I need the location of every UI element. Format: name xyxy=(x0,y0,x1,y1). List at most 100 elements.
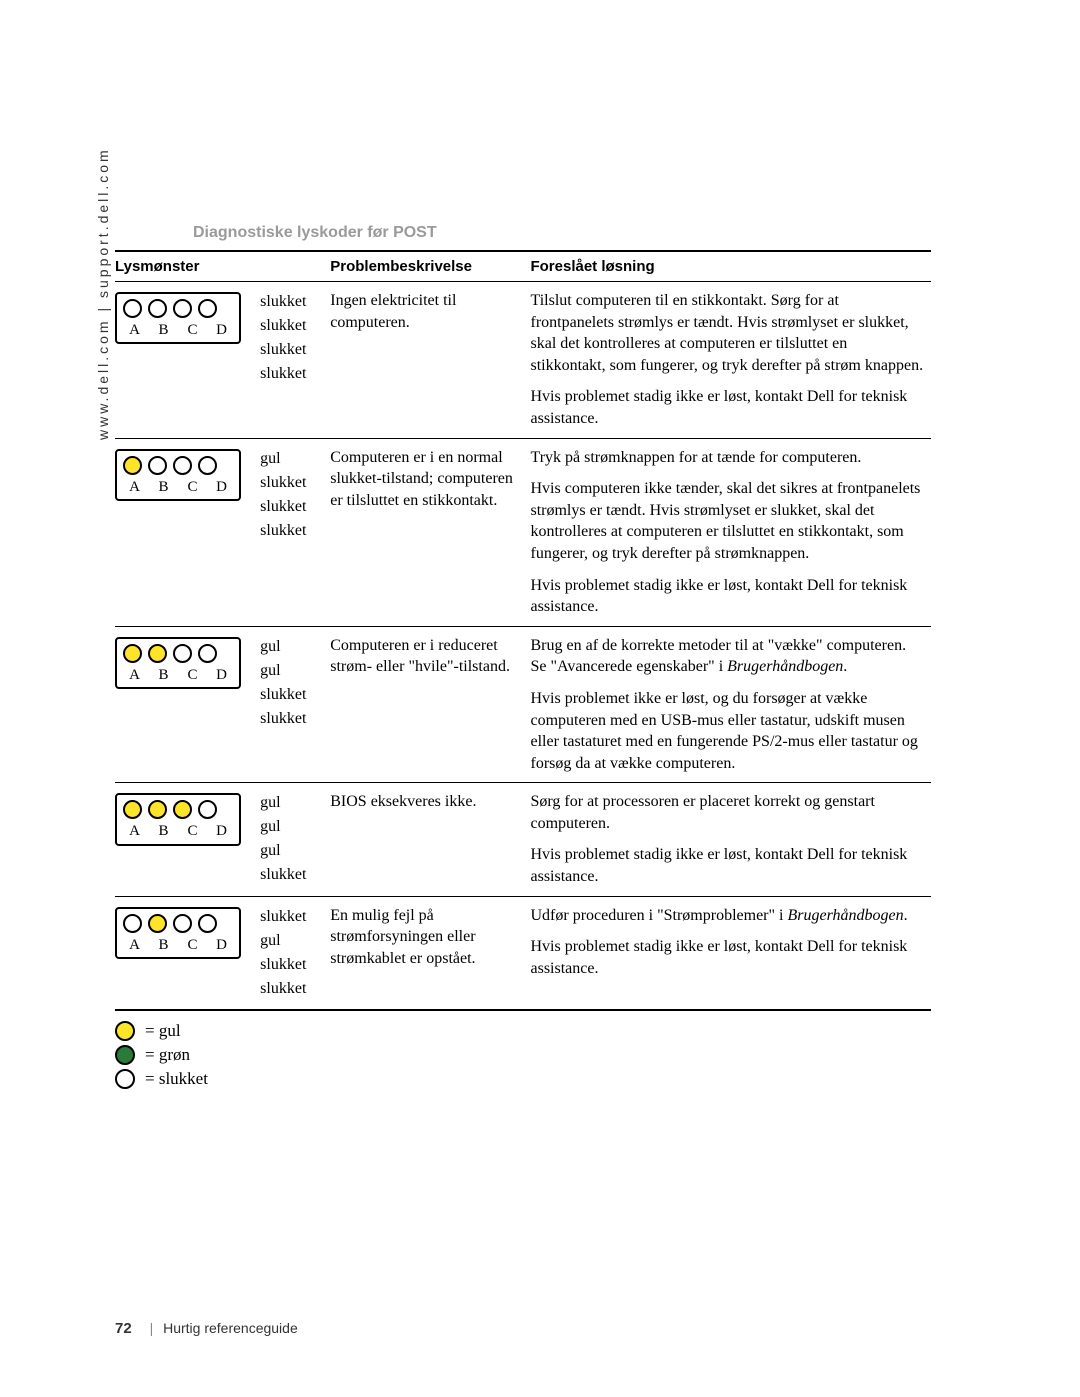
light-d xyxy=(198,914,217,933)
light-d xyxy=(198,644,217,663)
light-pattern-cell: ABCD xyxy=(115,896,260,1010)
light-label: D xyxy=(210,320,233,340)
page-content: Diagnostiske lyskoder før POST Lysmønste… xyxy=(115,224,931,1093)
solution-paragraph: Brug en af de korrekte metoder til at "v… xyxy=(530,635,925,678)
light-label: C xyxy=(181,320,204,340)
light-d xyxy=(198,800,217,819)
light-c xyxy=(173,644,192,663)
problem-cell: Computeren er i en normal slukket-tilsta… xyxy=(330,438,530,626)
section-title: Diagnostiske lyskoder før POST xyxy=(193,224,931,242)
table-row: ABCDgulgulgulslukketBIOS eksekveres ikke… xyxy=(115,783,931,896)
light-state: slukket xyxy=(260,362,324,386)
solution-paragraph: Tilslut computeren til en stikkontakt. S… xyxy=(530,290,925,376)
light-label: B xyxy=(152,665,175,685)
legend-label: = gul xyxy=(145,1021,181,1041)
header-pattern: Lysmønster xyxy=(115,251,330,282)
light-b xyxy=(148,800,167,819)
solution-paragraph: Hvis problemet stadig ikke er løst, kont… xyxy=(530,844,925,887)
light-box: ABCD xyxy=(115,292,241,344)
header-problem: Problembeskrivelse xyxy=(330,251,530,282)
light-states-cell: gulgulgulslukket xyxy=(260,783,330,896)
light-pattern-cell: ABCD xyxy=(115,783,260,896)
light-label: B xyxy=(152,821,175,841)
light-d xyxy=(198,456,217,475)
legend-swatch xyxy=(115,1045,135,1065)
light-box: ABCD xyxy=(115,449,241,501)
solution-paragraph: Tryk på strømknappen for at tænde for co… xyxy=(530,447,925,469)
sidebar-url: www.dell.com | support.dell.com xyxy=(95,147,111,440)
light-a xyxy=(123,299,142,318)
light-pattern-cell: ABCD xyxy=(115,282,260,439)
light-state: slukket xyxy=(260,977,324,1001)
light-label: B xyxy=(152,477,175,497)
light-b xyxy=(148,914,167,933)
light-states-cell: gulgulslukketslukket xyxy=(260,626,330,783)
solution-cell: Udfør proceduren i "Strømproblemer" i Br… xyxy=(530,896,931,1010)
solution-paragraph: Hvis problemet stadig ikke er løst, kont… xyxy=(530,575,925,618)
light-label: A xyxy=(123,821,146,841)
table-row: ABCDgulslukketslukketslukketComputeren e… xyxy=(115,438,931,626)
light-b xyxy=(148,299,167,318)
light-c xyxy=(173,800,192,819)
footer-title: Hurtig referenceguide xyxy=(163,1320,298,1336)
light-state: slukket xyxy=(260,290,324,314)
light-b xyxy=(148,644,167,663)
light-states-cell: slukketgulslukketslukket xyxy=(260,896,330,1010)
diagnostic-table: Lysmønster Problembeskrivelse Foreslået … xyxy=(115,250,931,1011)
light-state: slukket xyxy=(260,863,324,887)
light-a xyxy=(123,914,142,933)
light-label: A xyxy=(123,665,146,685)
light-label: D xyxy=(210,935,233,955)
light-label: A xyxy=(123,320,146,340)
solution-paragraph: Hvis problemet ikke er løst, og du forsø… xyxy=(530,688,925,774)
light-state: slukket xyxy=(260,338,324,362)
footer-separator: | xyxy=(150,1320,154,1336)
legend-row: = slukket xyxy=(115,1069,931,1089)
problem-cell: En mulig fejl på strømforsyningen eller … xyxy=(330,896,530,1010)
legend-label: = grøn xyxy=(145,1045,190,1065)
solution-cell: Sørg for at processoren er placeret korr… xyxy=(530,783,931,896)
light-state: gul xyxy=(260,929,324,953)
light-state: gul xyxy=(260,839,324,863)
table-row: ABCDgulgulslukketslukketComputeren er i … xyxy=(115,626,931,783)
light-label: D xyxy=(210,477,233,497)
light-label: A xyxy=(123,935,146,955)
light-states-cell: slukketslukketslukketslukket xyxy=(260,282,330,439)
light-pattern-cell: ABCD xyxy=(115,626,260,783)
solution-cell: Tilslut computeren til en stikkontakt. S… xyxy=(530,282,931,439)
light-label: B xyxy=(152,320,175,340)
light-state: slukket xyxy=(260,683,324,707)
legend-row: = gul xyxy=(115,1021,931,1041)
light-state: slukket xyxy=(260,495,324,519)
light-state: slukket xyxy=(260,519,324,543)
light-c xyxy=(173,456,192,475)
light-a xyxy=(123,644,142,663)
light-c xyxy=(173,914,192,933)
light-label: B xyxy=(152,935,175,955)
solution-paragraph: Hvis problemet stadig ikke er løst, kont… xyxy=(530,936,925,979)
light-label: C xyxy=(181,821,204,841)
light-state: slukket xyxy=(260,905,324,929)
light-pattern-cell: ABCD xyxy=(115,438,260,626)
light-label: C xyxy=(181,665,204,685)
light-state: gul xyxy=(260,447,324,471)
solution-cell: Tryk på strømknappen for at tænde for co… xyxy=(530,438,931,626)
light-state: slukket xyxy=(260,471,324,495)
solution-paragraph: Hvis problemet stadig ikke er løst, kont… xyxy=(530,386,925,429)
problem-cell: Computeren er i reduceret strøm- eller "… xyxy=(330,626,530,783)
problem-cell: BIOS eksekveres ikke. xyxy=(330,783,530,896)
light-label: D xyxy=(210,665,233,685)
legend-swatch xyxy=(115,1021,135,1041)
light-state: gul xyxy=(260,791,324,815)
light-d xyxy=(198,299,217,318)
light-box: ABCD xyxy=(115,907,241,959)
table-row: ABCDslukketgulslukketslukketEn mulig fej… xyxy=(115,896,931,1010)
light-label: C xyxy=(181,935,204,955)
page-number: 72 xyxy=(115,1320,132,1337)
solution-paragraph: Udfør proceduren i "Strømproblemer" i Br… xyxy=(530,905,925,927)
legend: = gul = grøn = slukket xyxy=(115,1021,931,1089)
light-label: D xyxy=(210,821,233,841)
light-state: gul xyxy=(260,635,324,659)
light-states-cell: gulslukketslukketslukket xyxy=(260,438,330,626)
light-a xyxy=(123,456,142,475)
